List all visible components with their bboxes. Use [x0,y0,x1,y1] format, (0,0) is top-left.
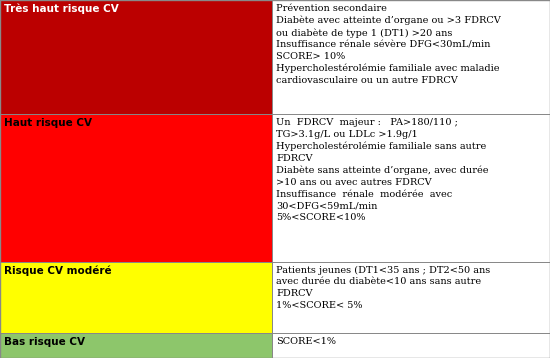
Text: Un  FDRCV  majeur :   PA>180/110 ;
TG>3.1g/L ou LDLc >1.9g/1
Hypercholestérolémi: Un FDRCV majeur : PA>180/110 ; TG>3.1g/L… [276,118,489,222]
Bar [272,115,550,262]
Bar [0,262,272,334]
Bar [0,115,272,262]
Text: Patients jeunes (DT1<35 ans ; DT2<50 ans
avec durée du diabète<10 ans sans autre: Patients jeunes (DT1<35 ans ; DT2<50 ans… [276,266,491,310]
Text: Très haut risque CV: Très haut risque CV [4,4,119,15]
Bar [272,0,550,115]
Text: SCORE<1%: SCORE<1% [276,338,336,347]
Text: Haut risque CV: Haut risque CV [4,118,92,129]
Text: Prévention secondaire
Diabète avec atteinte d’organe ou >3 FDRCV
ou diabète de t: Prévention secondaire Diabète avec attei… [276,4,501,85]
Bar [272,262,550,334]
Bar [0,0,272,115]
Bar [0,334,272,358]
Bar [272,334,550,358]
Text: Bas risque CV: Bas risque CV [4,338,85,348]
Text: Risque CV modéré: Risque CV modéré [4,266,112,276]
